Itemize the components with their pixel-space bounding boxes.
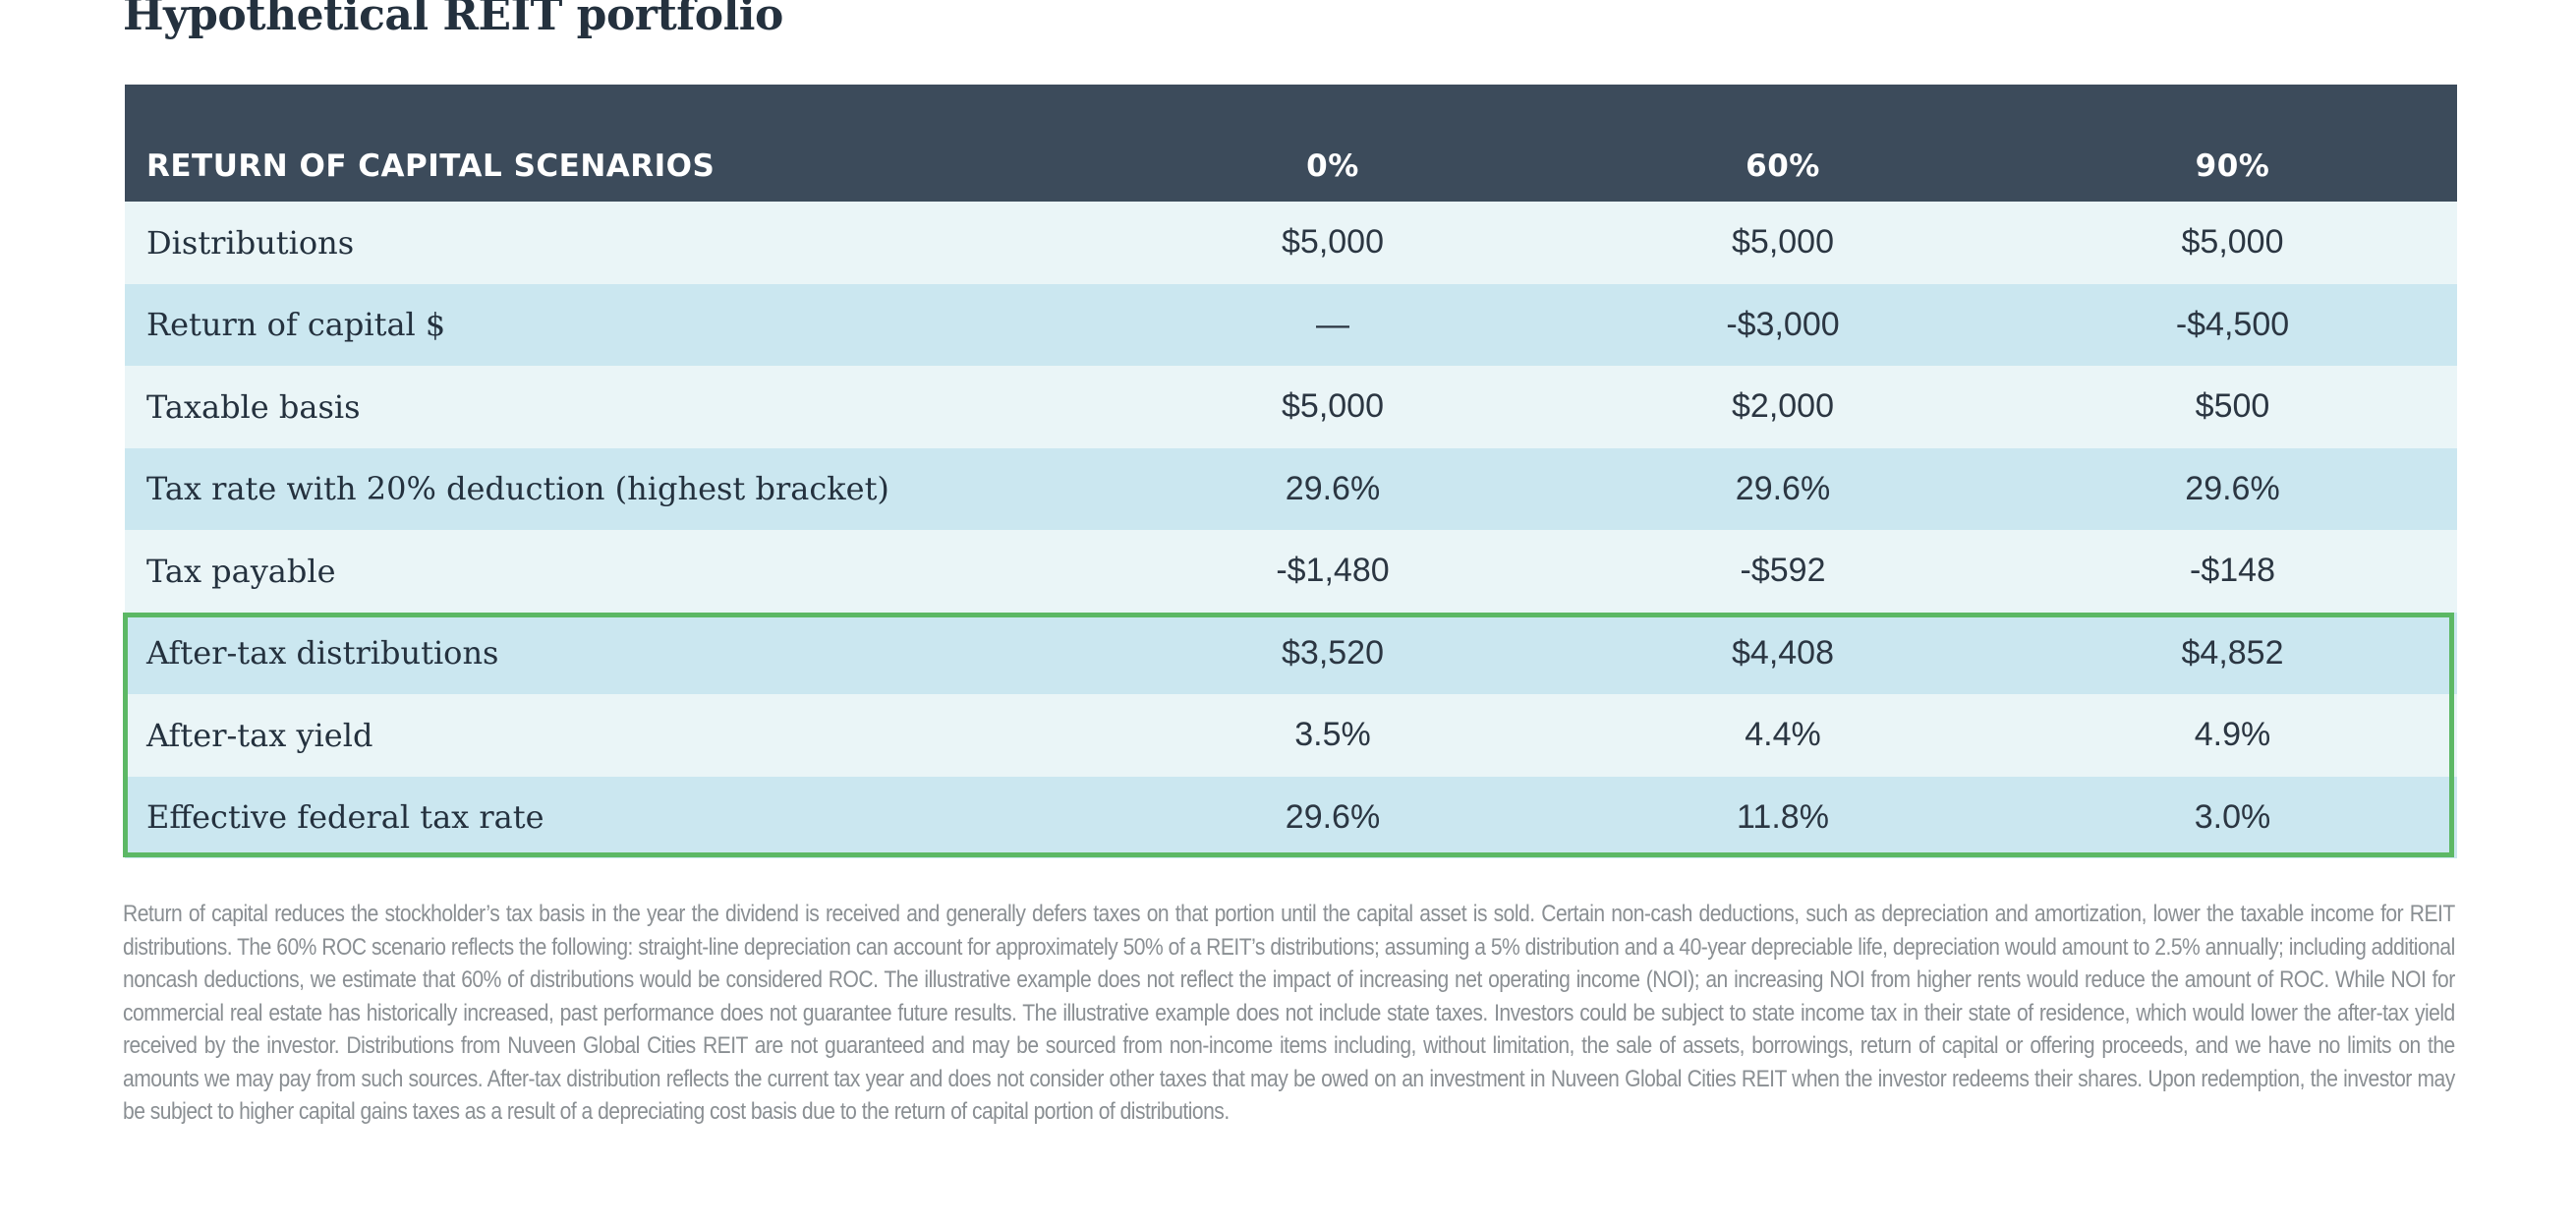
table-body: Distributions $5,000 $5,000 $5,000 Return of… — [125, 202, 2457, 858]
cell-scenario-90pct: 29.6% — [2185, 469, 2280, 507]
cell-scenario-60pct: 29.6% — [1735, 469, 1831, 507]
table-row: After-tax yield 3.5% 4.4% 4.9% — [125, 694, 2457, 777]
cell-scenario-0pct: -$1,480 — [1276, 552, 1390, 590]
row-label: After-tax distributions — [146, 634, 499, 673]
cell-scenario-0pct: 3.5% — [1294, 716, 1371, 754]
cell-scenario-60pct: -$592 — [1740, 552, 1826, 590]
cell-scenario-0pct: $3,520 — [1282, 633, 1384, 672]
table-row: Tax rate with 20% deduction (highest bra… — [125, 447, 2457, 530]
row-label: Tax payable — [146, 552, 336, 590]
footnote-disclosure: Return of capital reduces the stockholde… — [123, 901, 2455, 1125]
row-label: Tax rate with 20% deduction (highest bra… — [146, 470, 889, 508]
table-row: After-tax distributions $3,520 $4,408 $4,85… — [125, 612, 2457, 694]
cell-scenario-90pct: -$4,500 — [2175, 305, 2290, 343]
row-label: Effective federal tax rate — [146, 798, 544, 837]
row-label: After-tax yield — [146, 716, 373, 754]
cell-scenario-90pct: -$148 — [2190, 552, 2275, 590]
cell-scenario-90pct: 4.9% — [2194, 716, 2271, 754]
cell-scenario-90pct: $500 — [2195, 387, 2270, 426]
column-header-0pct: 0% — [1306, 148, 1359, 184]
cell-scenario-0pct: $5,000 — [1282, 387, 1384, 426]
cell-scenario-0pct: 29.6% — [1285, 469, 1381, 507]
cell-scenario-60pct: $4,408 — [1732, 633, 1834, 672]
cell-scenario-90pct: $5,000 — [2181, 223, 2284, 262]
cell-scenario-60pct: 11.8% — [1737, 797, 1829, 836]
cell-scenario-90pct: $4,852 — [2181, 633, 2284, 672]
table-row: Taxable basis $5,000 $2,000 $500 — [125, 366, 2457, 448]
row-label: Return of capital $ — [146, 306, 446, 344]
cell-scenario-60pct: 4.4% — [1745, 716, 1821, 754]
cell-scenario-60pct: -$3,000 — [1726, 305, 1840, 343]
cell-scenario-60pct: $2,000 — [1732, 387, 1834, 426]
cell-scenario-0pct: 29.6% — [1285, 797, 1381, 836]
cell-scenario-0pct: $5,000 — [1282, 223, 1384, 262]
table-row: Return of capital $ — -$3,000 -$4,500 — [125, 283, 2457, 366]
cell-scenario-90pct: 3.0% — [2194, 797, 2271, 836]
roc-scenarios-table-container: RETURN OF CAPITAL SCENARIOS 0% 60% 90% D… — [125, 85, 2457, 858]
table-row: Effective federal tax rate 29.6% 11.8% 3.0% — [125, 776, 2457, 858]
roc-scenarios-table: RETURN OF CAPITAL SCENARIOS 0% 60% 90% D… — [125, 85, 2457, 858]
table-row: Tax payable -$1,480 -$592 -$148 — [125, 530, 2457, 613]
table-header-row: RETURN OF CAPITAL SCENARIOS 0% 60% 90% — [125, 85, 2457, 202]
cell-scenario-0pct: — — [1316, 305, 1349, 343]
row-label: Taxable basis — [146, 387, 361, 426]
column-header-90pct: 90% — [2195, 148, 2270, 184]
column-header-scenarios: RETURN OF CAPITAL SCENARIOS — [146, 148, 716, 184]
table-header: RETURN OF CAPITAL SCENARIOS 0% 60% 90% — [125, 85, 2457, 202]
cell-scenario-60pct: $5,000 — [1732, 223, 1834, 262]
table-row: Distributions $5,000 $5,000 $5,000 — [125, 202, 2457, 284]
column-header-60pct: 60% — [1746, 148, 1820, 184]
page-title: Hypothetical REIT portfolio — [123, 0, 783, 40]
row-label: Distributions — [146, 223, 355, 262]
